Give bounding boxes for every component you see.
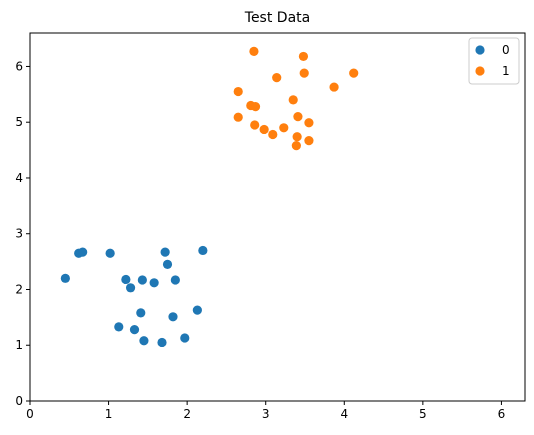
legend: 01 <box>468 37 520 85</box>
series-0-point <box>105 248 115 258</box>
y-tick-label: 0 <box>15 394 23 408</box>
series-1-point <box>272 73 282 83</box>
series-0-point <box>168 312 178 322</box>
series-1-point <box>250 102 261 112</box>
x-tick-label: 1 <box>105 407 113 421</box>
series-0-point <box>136 308 146 318</box>
x-tick-label: 4 <box>340 407 348 421</box>
y-axis: 0 1 2 3 4 5 6 <box>15 59 30 408</box>
legend-label-1: 1 <box>502 64 510 78</box>
series-0-point <box>129 325 140 335</box>
y-tick-label: 4 <box>15 171 23 185</box>
y-tick-label: 2 <box>15 282 23 296</box>
series-1-point <box>249 46 259 57</box>
series-1-point <box>279 123 289 133</box>
series-1-point <box>250 120 260 130</box>
series-1-point <box>288 95 298 105</box>
series-1-point <box>304 136 314 146</box>
x-tick-label: 6 <box>498 407 506 421</box>
series-0-point <box>198 245 208 256</box>
legend-marker-1 <box>475 66 485 76</box>
y-tick-label: 3 <box>15 227 23 241</box>
series-1-point <box>259 124 269 135</box>
legend-marker-0 <box>475 45 485 55</box>
x-axis: 0 1 2 3 4 5 6 <box>26 401 505 421</box>
series-0-point <box>192 305 202 315</box>
series-0-point <box>180 333 190 343</box>
series-1-point <box>291 141 301 151</box>
series-1-point <box>298 51 309 62</box>
series-1-point <box>268 129 278 140</box>
series-0-point <box>160 247 170 257</box>
x-tick-label: 3 <box>262 407 270 421</box>
y-tick-label: 6 <box>15 59 23 73</box>
series-0-point <box>60 273 70 283</box>
series-1-point <box>299 68 309 78</box>
series-0-point <box>139 336 149 346</box>
series-1-point <box>292 132 302 142</box>
series-1-point <box>233 112 243 122</box>
series-0-point <box>157 337 167 348</box>
series-0-point <box>121 274 131 285</box>
x-tick-label: 2 <box>183 407 191 421</box>
series-1-point <box>349 68 359 78</box>
series-0-point <box>125 283 136 293</box>
series-1-point <box>304 118 314 128</box>
series-0-point <box>114 322 124 332</box>
series-0-point <box>78 247 88 257</box>
x-tick-label: 5 <box>419 407 427 421</box>
legend-box <box>468 37 520 85</box>
chart-title: Test Data <box>244 10 310 26</box>
series-1-point <box>233 86 243 97</box>
series-1-point <box>329 82 339 92</box>
x-tick-label: 0 <box>26 407 34 421</box>
series-0-point <box>170 275 180 285</box>
legend-label-0: 0 <box>502 43 510 57</box>
series-0-point <box>137 275 147 285</box>
series-1-point <box>293 112 303 122</box>
y-tick-label: 1 <box>15 338 23 352</box>
data-points <box>60 46 359 348</box>
series-0-point <box>149 278 159 288</box>
y-tick-label: 5 <box>15 115 23 129</box>
plot-frame <box>29 32 526 402</box>
series-0-point <box>162 259 173 269</box>
